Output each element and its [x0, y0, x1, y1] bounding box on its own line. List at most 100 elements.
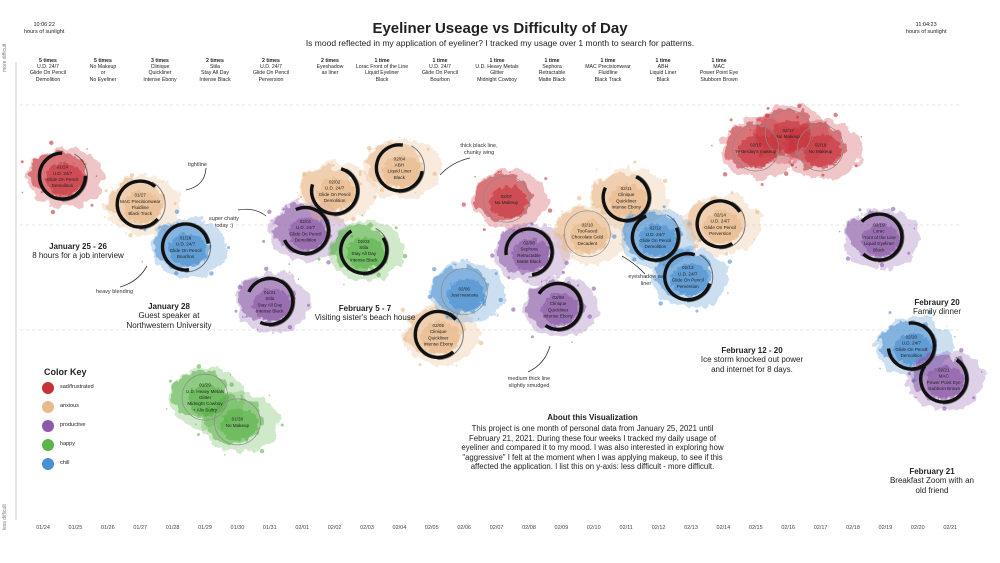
x-tick-label: 02/14 — [717, 525, 731, 531]
arrow-heavy-blending — [119, 265, 148, 288]
x-tick-label: 02/05 — [425, 525, 439, 531]
mood-blob-02-07 — [461, 170, 553, 234]
no-liner-ring-01-29 — [181, 373, 229, 421]
chart-subtitle: Is mood reflected in my application of e… — [305, 38, 695, 48]
usage-summary-item: 1 time Lorac Front of the Line Liquid Eyel… — [355, 58, 409, 83]
usage-summary-item: 2 times Stila Stay All Day Intense Black — [199, 58, 231, 83]
arrow-medium-line — [527, 345, 551, 373]
point-label-02-13: 02/13 U.D. 24/7 Glide On Pencil Perversion — [672, 265, 704, 289]
annotation-eyeshadow: eyeshadow as liner — [628, 274, 664, 287]
event-jan-25-26: January 25 - 26 8 hours for a job intervi… — [32, 242, 124, 260]
annotation-chatty: super chatty today :) — [209, 216, 239, 229]
point-label-02-10: 02/10 TooFaced Chocolate Gold Decadent — [571, 222, 603, 246]
x-tick-label: 02/15 — [749, 525, 763, 531]
eyeliner-ring-02-04 — [374, 143, 425, 193]
y-axis-bottom-label: less difficult — [2, 504, 8, 530]
eyeliner-ring-01-27 — [115, 179, 165, 229]
point-label-01-28: 01/28 U.D. 24/7 Glide On Pencil Bourbon — [170, 236, 202, 260]
point-label-02-02: 02/02 U.D. 24/7 Glide On Pencil Demolition — [319, 179, 351, 203]
annotation-medium-line: medium thick line slightly smudged — [507, 376, 551, 389]
eyeliner-ring-02-03 — [339, 225, 389, 276]
x-tick-label: 01/27 — [133, 525, 147, 531]
annotation-heavy-blending: heavy blending — [96, 289, 134, 295]
color-key-swatch — [42, 458, 54, 470]
point-label-02-07: 02/07 No Makeup — [495, 194, 519, 205]
no-liner-ring-02-15 — [732, 124, 780, 172]
color-key-title: Color Key — [44, 367, 87, 377]
x-tick-label: 01/29 — [198, 525, 212, 531]
usage-summary-item: 1 time Sephora Retractable Matte Black — [538, 58, 566, 83]
point-label-02-15: 02/15 Yesterday's makeup — [735, 143, 776, 154]
mood-blob-02-19 — [838, 206, 920, 269]
x-tick-label: 02/21 — [943, 525, 957, 531]
y-axis-top-label: more difficult — [2, 43, 8, 72]
about-section: About this Visualization This project is… — [455, 413, 730, 472]
event-feb-12-20: February 12 - 20 Ice storm knocked out po… — [700, 346, 804, 374]
point-label-01-27: 01/27 MAC Precisionwear Fluidline Black Tra… — [120, 193, 161, 217]
about-body: This project is one month of personal da… — [461, 424, 724, 472]
mood-blobs — [20, 103, 985, 456]
eyeliner-ring-02-21 — [919, 354, 969, 404]
no-liner-ring-02-06 — [440, 268, 488, 315]
x-tick-label: 02/19 — [879, 525, 893, 531]
color-key-swatch — [42, 401, 54, 413]
x-tick-label: 01/30 — [231, 525, 245, 531]
x-tick-label: 02/12 — [652, 525, 666, 531]
color-key-swatch — [42, 420, 54, 432]
point-label-02-12: 02/12 U.D. 24/7 Glide On Pencil Demolition — [639, 226, 671, 250]
event-feb-5-7: February 5 - 7 Visiting sister's beach ho… — [314, 304, 416, 322]
point-label-01-24: 01/24 U.D. 24/7 Glide On Pencil Demolition — [46, 165, 78, 189]
color-key-label: chill — [60, 460, 70, 466]
point-label-01-29: 01/29 U.D. Heavy Metals Glitter Midnight Co… — [186, 383, 225, 413]
mood-blob-02-10 — [546, 203, 629, 267]
x-tick-label: 01/24 — [36, 525, 50, 531]
point-label-02-14: 02/14 U.D. 24/7 Glide On Pencil Perversion — [704, 212, 736, 236]
arrow-thick-line — [439, 157, 471, 176]
mood-blob-01-30 — [196, 382, 284, 456]
color-key-swatch — [42, 439, 54, 451]
x-tick-label: 02/20 — [911, 525, 925, 531]
event-feb-20: Febraury 20 Family dinner — [912, 298, 961, 316]
color-key-label: productive — [60, 422, 86, 428]
eyeliner-ring-02-05 — [413, 309, 463, 360]
arrow-eyeshadow — [621, 255, 646, 275]
eyeliner-ring-02-08 — [504, 227, 554, 277]
mood-blob-02-16 — [774, 112, 863, 179]
no-liner-ring-02-17 — [764, 109, 812, 157]
x-tick-label: 02/06 — [457, 525, 471, 531]
point-label-02-06: 02/06 Just mascara — [451, 286, 479, 297]
x-tick-label: 02/01 — [295, 525, 309, 531]
point-label-02-09: 02/09 Clinique Quickliner Intense Ebony — [543, 295, 573, 319]
x-tick-label: 02/13 — [684, 525, 698, 531]
point-label-02-08: 02/08 Sephora Retractable Matte Black — [517, 240, 542, 264]
mood-blob-02-06 — [427, 258, 506, 323]
eyeliner-ring-01-24 — [37, 151, 88, 201]
arrow-chatty — [237, 208, 267, 217]
x-tick-label: 02/08 — [522, 525, 536, 531]
x-tick-label: 01/26 — [101, 525, 115, 531]
eyeliner-rings — [36, 109, 970, 446]
eyeliner-ring-02-09 — [533, 281, 583, 332]
no-liner-ring-02-07 — [482, 175, 530, 223]
eyeliner-ring-02-02 — [309, 166, 360, 216]
usage-summary-item: 1 time U.D. 24/7 Glide On Pencil Bourbon — [421, 58, 459, 83]
point-label-02-20: 02/20 U.D. 24/7 Glide On Pencil Demolition — [895, 335, 927, 359]
event-jan-28: January 28 Guest speaker at Northwestern … — [126, 302, 212, 330]
x-tick-label: 02/04 — [393, 525, 407, 531]
usage-summary-item: 1 time MAC Precisionwear Fluidline Black Tr… — [585, 58, 631, 83]
event-feb-21: February 21 Breakfast Zoom with an old fr… — [889, 467, 975, 495]
annotation-arrows — [119, 157, 646, 373]
about-heading: About this Visualization — [547, 413, 638, 422]
point-label-02-19: 02/19 Lorac Front of the Line Liquid Eyelin… — [862, 223, 896, 253]
eyeliner-ring-02-01 — [280, 205, 331, 256]
point-label-01-31: 01/31 Stila Stay All Day Intense Black — [256, 290, 284, 314]
color-key-label: happy — [60, 441, 75, 447]
x-tick-label: 02/17 — [814, 525, 828, 531]
no-liner-ring-01-30 — [214, 398, 261, 446]
point-label-02-04: 02/04 ABH Liquid Liner Black — [388, 156, 412, 180]
usage-summary-item: 2 times Eyeshadow as liner — [316, 58, 344, 77]
color-key-label: anxious — [60, 403, 79, 409]
annotation-thick-line: thick black line, chunky wing — [460, 143, 498, 156]
point-label-02-05: 02/05 Clinique Quickliner Intense Ebony — [424, 323, 454, 347]
